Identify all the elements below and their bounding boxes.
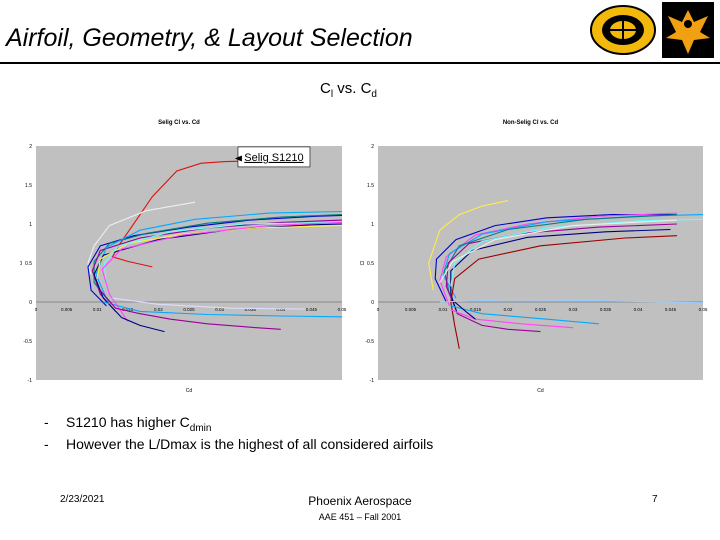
x-tick-label: 0.02 <box>504 307 513 312</box>
x-tick-label: 0.01 <box>93 307 102 312</box>
y-tick-label: 1.5 <box>367 183 374 189</box>
non-selig-chart: Non-Selig Cl vs. Cd 2 1.5 1 0.5 0 -0.5 -1 0 0.005… <box>360 120 708 394</box>
series-line <box>450 309 574 329</box>
y-tick-label: 2 <box>371 144 374 150</box>
x-tick-label: 0.05 <box>699 307 708 312</box>
series-line <box>439 212 678 307</box>
chart-subtitle: Cl vs. Cd <box>320 80 377 100</box>
footer-organization: Phoenix Aerospace <box>308 494 412 508</box>
series-line <box>101 221 343 322</box>
x-tick-label: 0.005 <box>61 307 73 312</box>
y-tick-label: 0.5 <box>25 261 32 267</box>
y-tick-label: 1.5 <box>25 183 32 189</box>
footer-course: AAE 451 – Fall 2001 <box>318 512 402 522</box>
series-line <box>96 225 343 279</box>
y-tick-label: 0 <box>29 300 32 306</box>
series-line <box>428 200 509 291</box>
series-line <box>112 297 306 310</box>
y-tick-label: 2 <box>29 144 32 150</box>
series-line <box>439 299 704 304</box>
x-axis-label: Cd <box>537 388 544 394</box>
series-line <box>450 305 600 325</box>
x-tick-label: 0.05 <box>338 307 347 312</box>
x-tick-label: 0.025 <box>183 307 195 312</box>
x-tick-label: 0.03 <box>569 307 578 312</box>
chart-title: Selig Cl vs. Cd <box>158 120 200 126</box>
slide-title: Airfoil, Geometry, & Layout Selection <box>6 24 413 52</box>
series-line <box>439 219 678 283</box>
annotation-label: Selig S1210 <box>244 152 303 164</box>
bullet-item: - S1210 has higher Cdmin <box>44 414 212 434</box>
x-axis-label: Cd <box>186 388 193 394</box>
y-axis-label: Cl <box>360 261 366 266</box>
plot-area <box>378 146 703 380</box>
series-line <box>93 214 343 303</box>
x-tick-label: 0.01 <box>439 307 448 312</box>
y-tick-label: 1 <box>29 222 32 228</box>
y-tick-label: 1 <box>371 222 374 228</box>
y-tick-label: -0.5 <box>365 339 374 345</box>
y-tick-label: 0 <box>371 300 374 306</box>
x-tick-label: 0 <box>377 307 380 312</box>
x-tick-label: 0.045 <box>306 307 318 312</box>
y-axis-label: Cl <box>20 261 24 266</box>
series-line <box>445 223 678 311</box>
x-tick-label: 0.005 <box>405 307 417 312</box>
page-number: 7 <box>652 494 658 505</box>
series-line <box>99 289 281 330</box>
bullet-item: - However the L/Dmax is the highest of al… <box>44 436 434 452</box>
x-tick-label: 0.045 <box>665 307 677 312</box>
chart-title: Non-Selig Cl vs. Cd <box>503 120 559 126</box>
x-tick-label: 0.035 <box>245 307 257 312</box>
plot-area <box>36 146 342 380</box>
x-tick-label: 0.03 <box>215 307 224 312</box>
series-line <box>457 313 541 333</box>
series-line <box>95 210 343 299</box>
x-tick-label: 0.04 <box>276 307 285 312</box>
x-tick-label: 0.025 <box>535 307 547 312</box>
badge-logo-icon <box>590 5 656 55</box>
y-tick-label: 0.5 <box>367 261 374 267</box>
x-tick-label: 0.02 <box>154 307 163 312</box>
y-tick-label: -1 <box>370 378 375 384</box>
series-line <box>454 301 476 320</box>
series-line <box>450 235 678 349</box>
x-tick-label: 0.035 <box>600 307 612 312</box>
x-tick-label: 0.04 <box>634 307 643 312</box>
footer-date: 2/23/2021 <box>60 494 105 505</box>
y-tick-label: -0.5 <box>23 339 32 345</box>
x-tick-label: 0 <box>35 307 38 312</box>
y-tick-label: -1 <box>28 378 33 384</box>
x-tick-label: 0.015 <box>470 307 482 312</box>
x-tick-label: 0.015 <box>122 307 134 312</box>
series-line <box>434 214 677 303</box>
series-line <box>450 218 704 287</box>
series-line <box>121 317 165 333</box>
series-line <box>450 228 671 314</box>
bullet-list: - S1210 has higher Cdmin - However the L/D… <box>44 414 433 458</box>
annotation-arrowhead <box>234 155 242 162</box>
phoenix-logo-icon <box>662 2 714 58</box>
title-divider <box>0 62 720 64</box>
series-line <box>103 301 343 318</box>
selig-chart: Selig Cl vs. Cd 2 1.5 1 0.5 0 -0.5 -1 0 0.005 0.01… <box>20 120 347 394</box>
series-line <box>87 214 343 307</box>
